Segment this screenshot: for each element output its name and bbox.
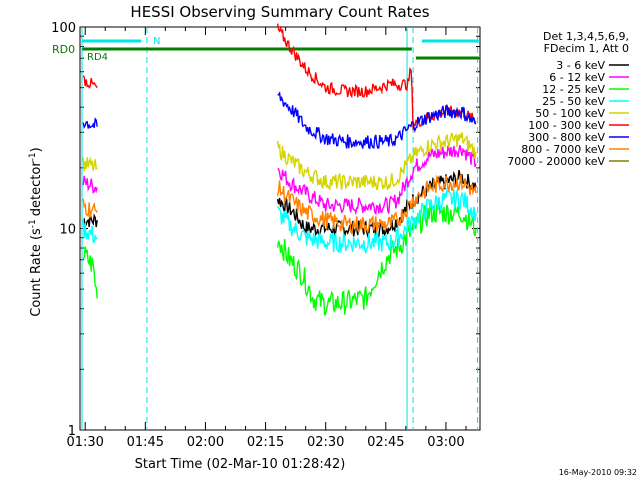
series-line-6-12keV — [82, 175, 98, 194]
legend-entry-label: 50 - 100 keV — [535, 107, 605, 120]
series-line-800-7000keV — [276, 173, 477, 236]
plot-area: 01:30 01:45 02:00 02:15 02:30 02:45 03:00 1 10 10… — [51, 21, 481, 450]
series-line-25-50keV — [82, 218, 98, 243]
x-tick-label: 02:30 — [307, 435, 344, 450]
series-line-50-100keV — [82, 156, 98, 172]
legend-entry-label: 3 - 6 keV — [556, 59, 605, 72]
flag-label-n: N — [153, 36, 160, 47]
y-tick-label: 10 — [59, 223, 76, 238]
legend-entry-label: 7000 - 20000 keV — [507, 155, 605, 168]
x-tick-label: 01:30 — [66, 435, 103, 450]
series-line-25-50keV — [276, 188, 477, 255]
x-tick-label: 03:00 — [427, 435, 464, 450]
chart-title: HESSI Observing Summary Count Rates — [130, 3, 429, 21]
legend-entry-label: 800 - 7000 keV — [521, 143, 605, 156]
legend-entry-label: 12 - 25 keV — [542, 83, 605, 96]
series-line-50-100keV — [276, 132, 477, 191]
y-axis-label: Count Rate (s-1detector-1) — [28, 147, 44, 316]
legend-entry-label: 25 - 50 keV — [542, 95, 605, 108]
legend-entry-label: 100 - 300 keV — [528, 119, 605, 132]
y-tick-label: 1 — [68, 424, 76, 439]
flag-label-rd0: RD0 — [52, 43, 75, 56]
flag-label-rd4: RD4 — [87, 52, 108, 63]
legend-entry-label: 6 - 12 keV — [549, 71, 605, 84]
series-line-12-25keV — [82, 246, 98, 299]
legend-entry-label: 300 - 800 keV — [528, 131, 605, 144]
series-line-100-300keV — [82, 75, 98, 89]
x-tick-label: 02:45 — [367, 435, 404, 450]
series-line-300-800keV — [82, 117, 98, 130]
series-line-6-12keV — [277, 144, 477, 216]
x-tick-label: 02:15 — [247, 435, 284, 450]
series-line-800-7000keV — [82, 198, 98, 218]
x-axis-label: Start Time (02-Mar-10 01:28:42) — [135, 457, 346, 472]
legend-header-line-2: FDecim 1, Att 0 — [544, 42, 629, 55]
x-tick-label: 02:00 — [187, 435, 224, 450]
series-line-100-300keV — [276, 23, 477, 131]
legend-header-line-1: Det 1,3,4,5,6,9, — [543, 30, 629, 43]
legend: Det 1,3,4,5,6,9, FDecim 1, Att 0 3 - 6 k… — [507, 30, 629, 168]
y-tick-label: 100 — [51, 21, 76, 36]
series-line-300-800keV — [277, 91, 477, 150]
footer-date: 16-May-2010 09:32 — [559, 468, 637, 477]
x-tick-label: 01:45 — [127, 435, 164, 450]
series-line-12-25keV — [276, 202, 477, 316]
